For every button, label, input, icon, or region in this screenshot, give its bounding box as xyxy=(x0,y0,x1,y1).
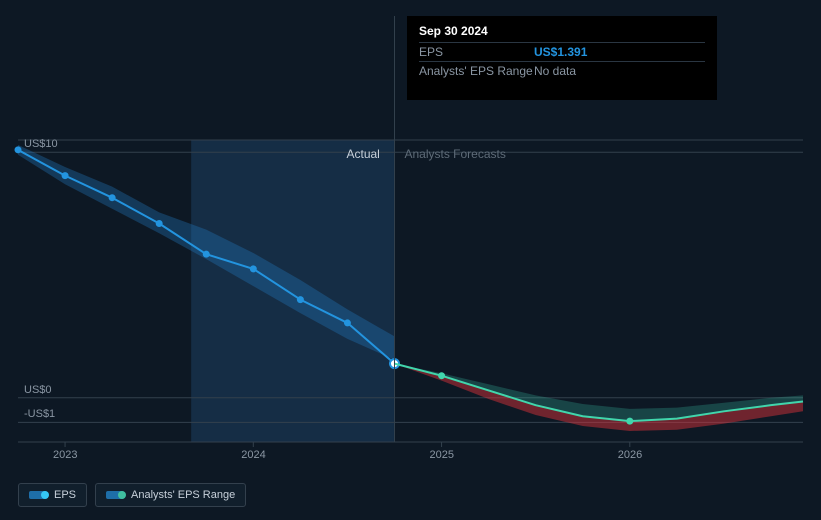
eps-chart: Sep 30 2024 EPSUS$1.391Analysts' EPS Ran… xyxy=(0,0,821,520)
x-tick-label: 2025 xyxy=(430,449,454,461)
chart-legend: EPS Analysts' EPS Range xyxy=(18,483,246,507)
x-tick-label: 2024 xyxy=(241,449,265,461)
legend-label: EPS xyxy=(54,489,76,501)
tooltip-row: EPSUS$1.391 xyxy=(419,42,705,61)
tooltip-value: US$1.391 xyxy=(534,45,587,59)
region-label-forecast: Analysts Forecasts xyxy=(404,147,505,161)
tooltip-value: No data xyxy=(534,64,576,78)
tooltip-title: Sep 30 2024 xyxy=(419,24,705,38)
tooltip-key: EPS xyxy=(419,45,534,59)
legend-swatch xyxy=(106,491,124,499)
y-tick-label: -US$1 xyxy=(24,408,55,420)
tooltip-key: Analysts' EPS Range xyxy=(419,64,534,78)
x-tick-label: 2026 xyxy=(618,449,642,461)
legend-item[interactable]: Analysts' EPS Range xyxy=(95,483,246,507)
tooltip-row: Analysts' EPS RangeNo data xyxy=(419,61,705,80)
legend-swatch xyxy=(29,491,47,499)
chart-tooltip: Sep 30 2024 EPSUS$1.391Analysts' EPS Ran… xyxy=(407,16,717,100)
y-tick-label: US$0 xyxy=(24,384,52,396)
x-tick-label: 2023 xyxy=(53,449,77,461)
region-label-actual: Actual xyxy=(346,147,379,161)
y-tick-label: US$10 xyxy=(24,138,58,150)
legend-item[interactable]: EPS xyxy=(18,483,87,507)
legend-label: Analysts' EPS Range xyxy=(131,489,235,501)
